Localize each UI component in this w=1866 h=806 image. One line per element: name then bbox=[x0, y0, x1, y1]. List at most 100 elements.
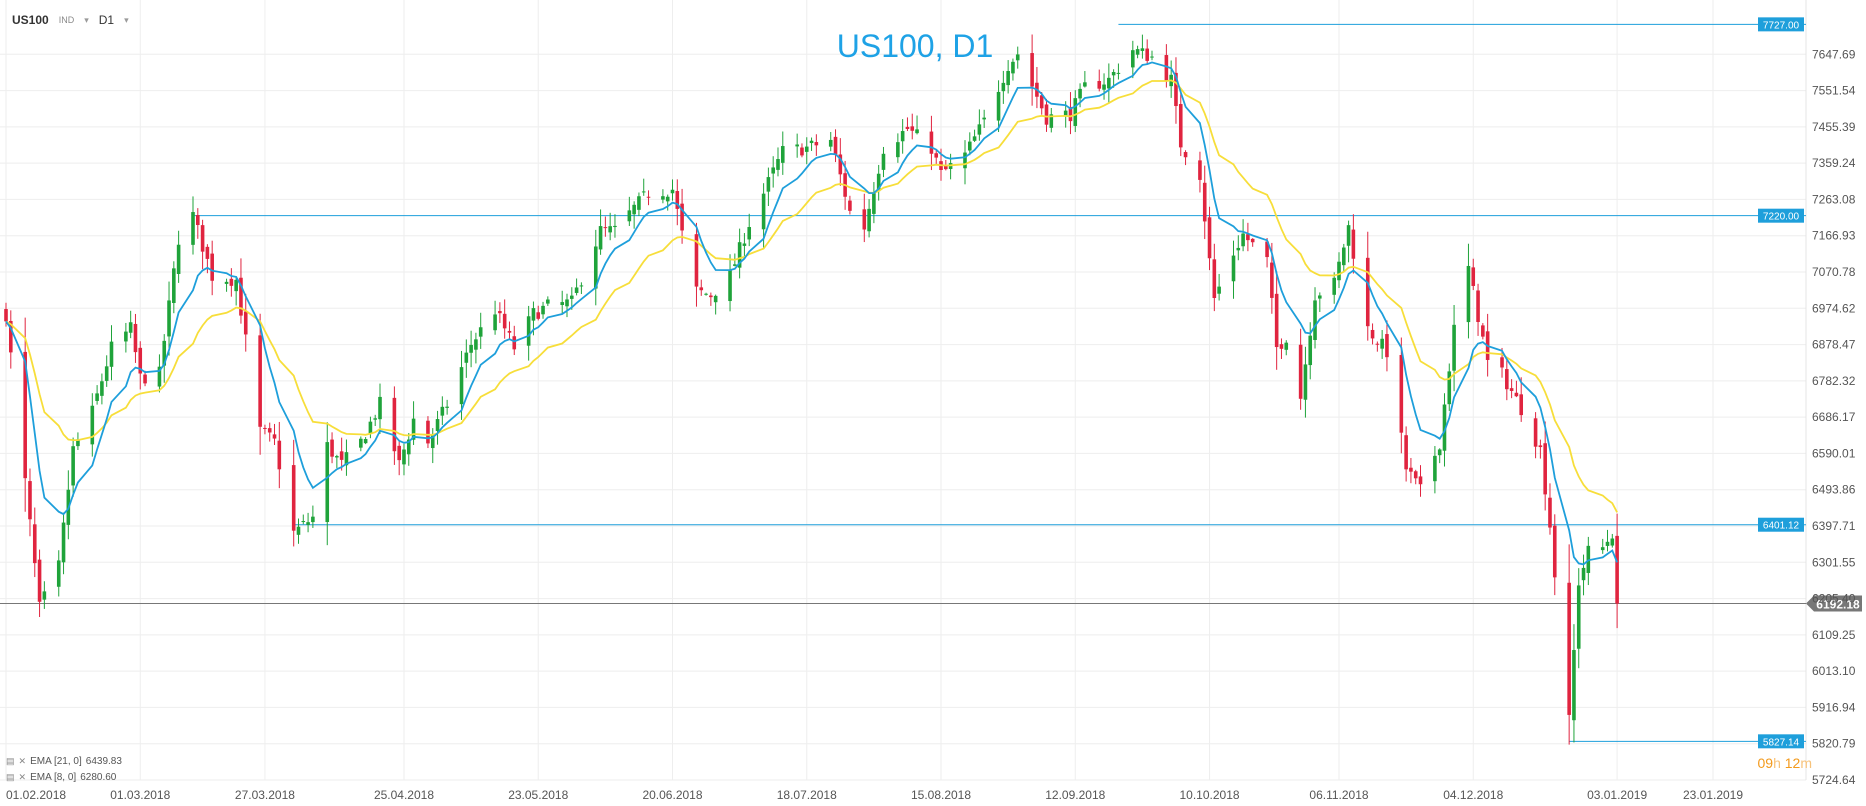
candle-body bbox=[1351, 229, 1356, 259]
candle-body bbox=[929, 131, 934, 154]
candle-body bbox=[848, 200, 852, 211]
level-badge[interactable] bbox=[1758, 734, 1804, 749]
candle-body bbox=[498, 311, 502, 314]
axes: 7647.69 7551.54 7455.39 7359.24 7263.08 7166.… bbox=[6, 47, 1856, 802]
candle-body bbox=[1332, 277, 1336, 295]
candle-body bbox=[598, 226, 603, 250]
candle-body bbox=[766, 177, 771, 192]
candle-body bbox=[1318, 295, 1322, 299]
candle-body bbox=[1135, 49, 1140, 55]
close-icon[interactable]: ✕ bbox=[18, 772, 27, 782]
y-tick-label: 7263.08 bbox=[1812, 192, 1856, 206]
chevron-down-icon[interactable]: ▾ bbox=[124, 14, 129, 25]
chevron-down-icon[interactable]: ▾ bbox=[84, 14, 89, 25]
settings-icon[interactable]: ▤ bbox=[6, 772, 15, 782]
candle-body bbox=[694, 234, 699, 287]
candle-body bbox=[1370, 329, 1375, 339]
candle-body bbox=[1183, 152, 1188, 158]
current-price-badge bbox=[1806, 595, 1862, 612]
candle-body bbox=[1404, 435, 1408, 470]
candle-body bbox=[862, 209, 867, 230]
level-badge[interactable] bbox=[1758, 208, 1804, 223]
candle-body bbox=[435, 419, 440, 431]
candle-body bbox=[565, 299, 569, 307]
candle-body bbox=[1250, 238, 1255, 243]
candle-body bbox=[1476, 290, 1480, 323]
level-label: 5827.14 bbox=[1763, 737, 1800, 748]
candle-body bbox=[311, 516, 315, 523]
candle-body bbox=[1207, 217, 1212, 259]
level-label: 7727.00 bbox=[1763, 20, 1800, 31]
candle-body bbox=[1111, 72, 1116, 76]
candle-body bbox=[1538, 445, 1543, 448]
candle-body bbox=[1409, 467, 1413, 472]
ema-21-line bbox=[5, 79, 1618, 513]
candle-body bbox=[905, 126, 910, 130]
candle-body bbox=[109, 341, 114, 367]
candle-body bbox=[191, 212, 195, 245]
candle-body bbox=[915, 129, 919, 134]
candle-body bbox=[1006, 70, 1010, 86]
candle-body bbox=[1039, 95, 1044, 109]
candle-body bbox=[426, 420, 430, 444]
level-badge[interactable] bbox=[1758, 17, 1804, 32]
candle-body bbox=[512, 336, 517, 350]
level-badge[interactable] bbox=[1758, 517, 1804, 532]
x-tick-label: 01.03.2018 bbox=[110, 788, 170, 802]
candle-body bbox=[373, 418, 378, 420]
candle-body bbox=[795, 144, 799, 147]
y-tick-label: 7166.93 bbox=[1812, 229, 1856, 243]
candle-body bbox=[574, 287, 579, 293]
candle-body bbox=[1505, 369, 1509, 390]
candle-body bbox=[239, 277, 243, 316]
candle-body bbox=[1140, 48, 1145, 51]
candle-body bbox=[167, 300, 171, 337]
candle-body bbox=[526, 316, 531, 346]
grid-lines bbox=[0, 0, 1807, 781]
candle-body bbox=[627, 210, 632, 222]
candle-body bbox=[1548, 497, 1552, 528]
candle-body bbox=[291, 465, 296, 531]
candle-body bbox=[1164, 55, 1169, 81]
candle-body bbox=[56, 560, 61, 587]
candle-body bbox=[780, 146, 785, 163]
symbol-label[interactable]: US100 bbox=[12, 13, 49, 27]
x-tick-label: 27.03.2018 bbox=[235, 788, 295, 802]
candle-body bbox=[1178, 104, 1183, 148]
candle-body bbox=[776, 159, 780, 170]
x-tick-label: 23.01.2019 bbox=[1683, 788, 1743, 802]
candle-body bbox=[28, 481, 32, 520]
candle-body bbox=[1346, 225, 1351, 246]
candle-body bbox=[1533, 418, 1538, 447]
candle-body bbox=[704, 293, 708, 295]
candle-body bbox=[1365, 257, 1370, 327]
candle-body bbox=[445, 406, 449, 408]
candle-body bbox=[507, 330, 512, 333]
candle-body bbox=[459, 367, 464, 405]
candle-body bbox=[1202, 182, 1207, 222]
candle-body bbox=[32, 524, 37, 564]
candle-body bbox=[1605, 541, 1610, 546]
candle-body bbox=[1001, 82, 1006, 92]
ema-lines bbox=[5, 61, 1618, 566]
candle-body bbox=[1572, 650, 1576, 721]
candle-body bbox=[632, 204, 636, 215]
candle-body bbox=[301, 521, 306, 523]
candle-body bbox=[339, 451, 344, 460]
candle-body bbox=[944, 164, 948, 170]
candle-body bbox=[8, 320, 13, 353]
timeframe-label[interactable]: D1 bbox=[98, 13, 115, 27]
candle-body bbox=[910, 126, 915, 131]
y-tick-label: 6878.47 bbox=[1812, 338, 1856, 352]
candle-body bbox=[330, 439, 334, 457]
ema-21-value: 6439.83 bbox=[85, 756, 122, 767]
settings-icon[interactable]: ▤ bbox=[6, 756, 15, 766]
candles bbox=[4, 34, 1619, 745]
candle-body bbox=[1418, 476, 1423, 485]
close-icon[interactable]: ✕ bbox=[18, 756, 27, 766]
candle-body bbox=[267, 428, 272, 433]
candle-body bbox=[1116, 72, 1121, 74]
y-tick-label: 6782.32 bbox=[1812, 374, 1856, 388]
candle-body bbox=[1083, 82, 1087, 87]
